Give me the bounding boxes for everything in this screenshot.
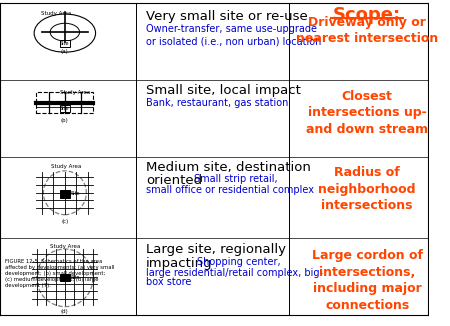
Text: large residential/retail complex, big-: large residential/retail complex, big- bbox=[146, 268, 323, 278]
Text: Scope:: Scope: bbox=[333, 6, 401, 24]
Text: Site: Site bbox=[71, 275, 80, 280]
Bar bbox=[36, 92, 94, 112]
Text: Large site, regionally: Large site, regionally bbox=[146, 244, 286, 257]
Text: Site: Site bbox=[60, 41, 70, 46]
Bar bbox=[60, 274, 70, 281]
Text: (c): (c) bbox=[61, 219, 68, 224]
Text: Study Area: Study Area bbox=[41, 11, 71, 16]
Text: oriented: oriented bbox=[146, 174, 202, 187]
Bar bbox=[60, 105, 70, 112]
Text: Site: Site bbox=[60, 106, 70, 111]
Text: Driveway only or
nearest intersection: Driveway only or nearest intersection bbox=[296, 16, 438, 45]
Text: small office or residential complex: small office or residential complex bbox=[146, 185, 314, 195]
Text: Very small site or re-use: Very small site or re-use bbox=[146, 10, 308, 23]
Text: (a): (a) bbox=[61, 49, 69, 54]
Text: Study Area: Study Area bbox=[50, 244, 81, 249]
Text: Bank, restaurant, gas station: Bank, restaurant, gas station bbox=[146, 98, 288, 108]
Bar bbox=[60, 40, 70, 47]
Text: box store: box store bbox=[146, 277, 191, 288]
Text: Owner-transfer, same use-upgrade
or isolated (i.e., non urban) location: Owner-transfer, same use-upgrade or isol… bbox=[146, 24, 321, 47]
Text: FIGURE 12-5  Schematics of the area
affected by developments: (a) very small
dev: FIGURE 12-5 Schematics of the area affec… bbox=[5, 259, 114, 288]
Text: (d): (d) bbox=[61, 309, 69, 314]
Text: impacting: impacting bbox=[146, 257, 212, 270]
Text: Small site, local impact: Small site, local impact bbox=[146, 84, 301, 97]
Text: Study Area: Study Area bbox=[50, 164, 81, 169]
Text: Site: Site bbox=[71, 191, 80, 196]
Text: Radius of
neighborhood
intersections: Radius of neighborhood intersections bbox=[319, 167, 416, 213]
Text: (b): (b) bbox=[61, 118, 69, 123]
Text: Study Area: Study Area bbox=[60, 90, 90, 95]
Bar bbox=[60, 190, 70, 198]
Text: Medium site, destination: Medium site, destination bbox=[146, 161, 311, 174]
Text: Closest
intersections up-
and down stream: Closest intersections up- and down strea… bbox=[306, 90, 428, 136]
Text: Large cordon of
intersections,
including major
connections: Large cordon of intersections, including… bbox=[312, 249, 423, 312]
Text: Shopping center,: Shopping center, bbox=[198, 257, 281, 267]
Text: Small strip retail,: Small strip retail, bbox=[194, 174, 277, 184]
